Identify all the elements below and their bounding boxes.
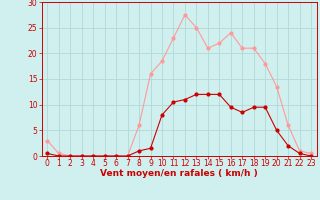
X-axis label: Vent moyen/en rafales ( km/h ): Vent moyen/en rafales ( km/h ) — [100, 169, 258, 178]
